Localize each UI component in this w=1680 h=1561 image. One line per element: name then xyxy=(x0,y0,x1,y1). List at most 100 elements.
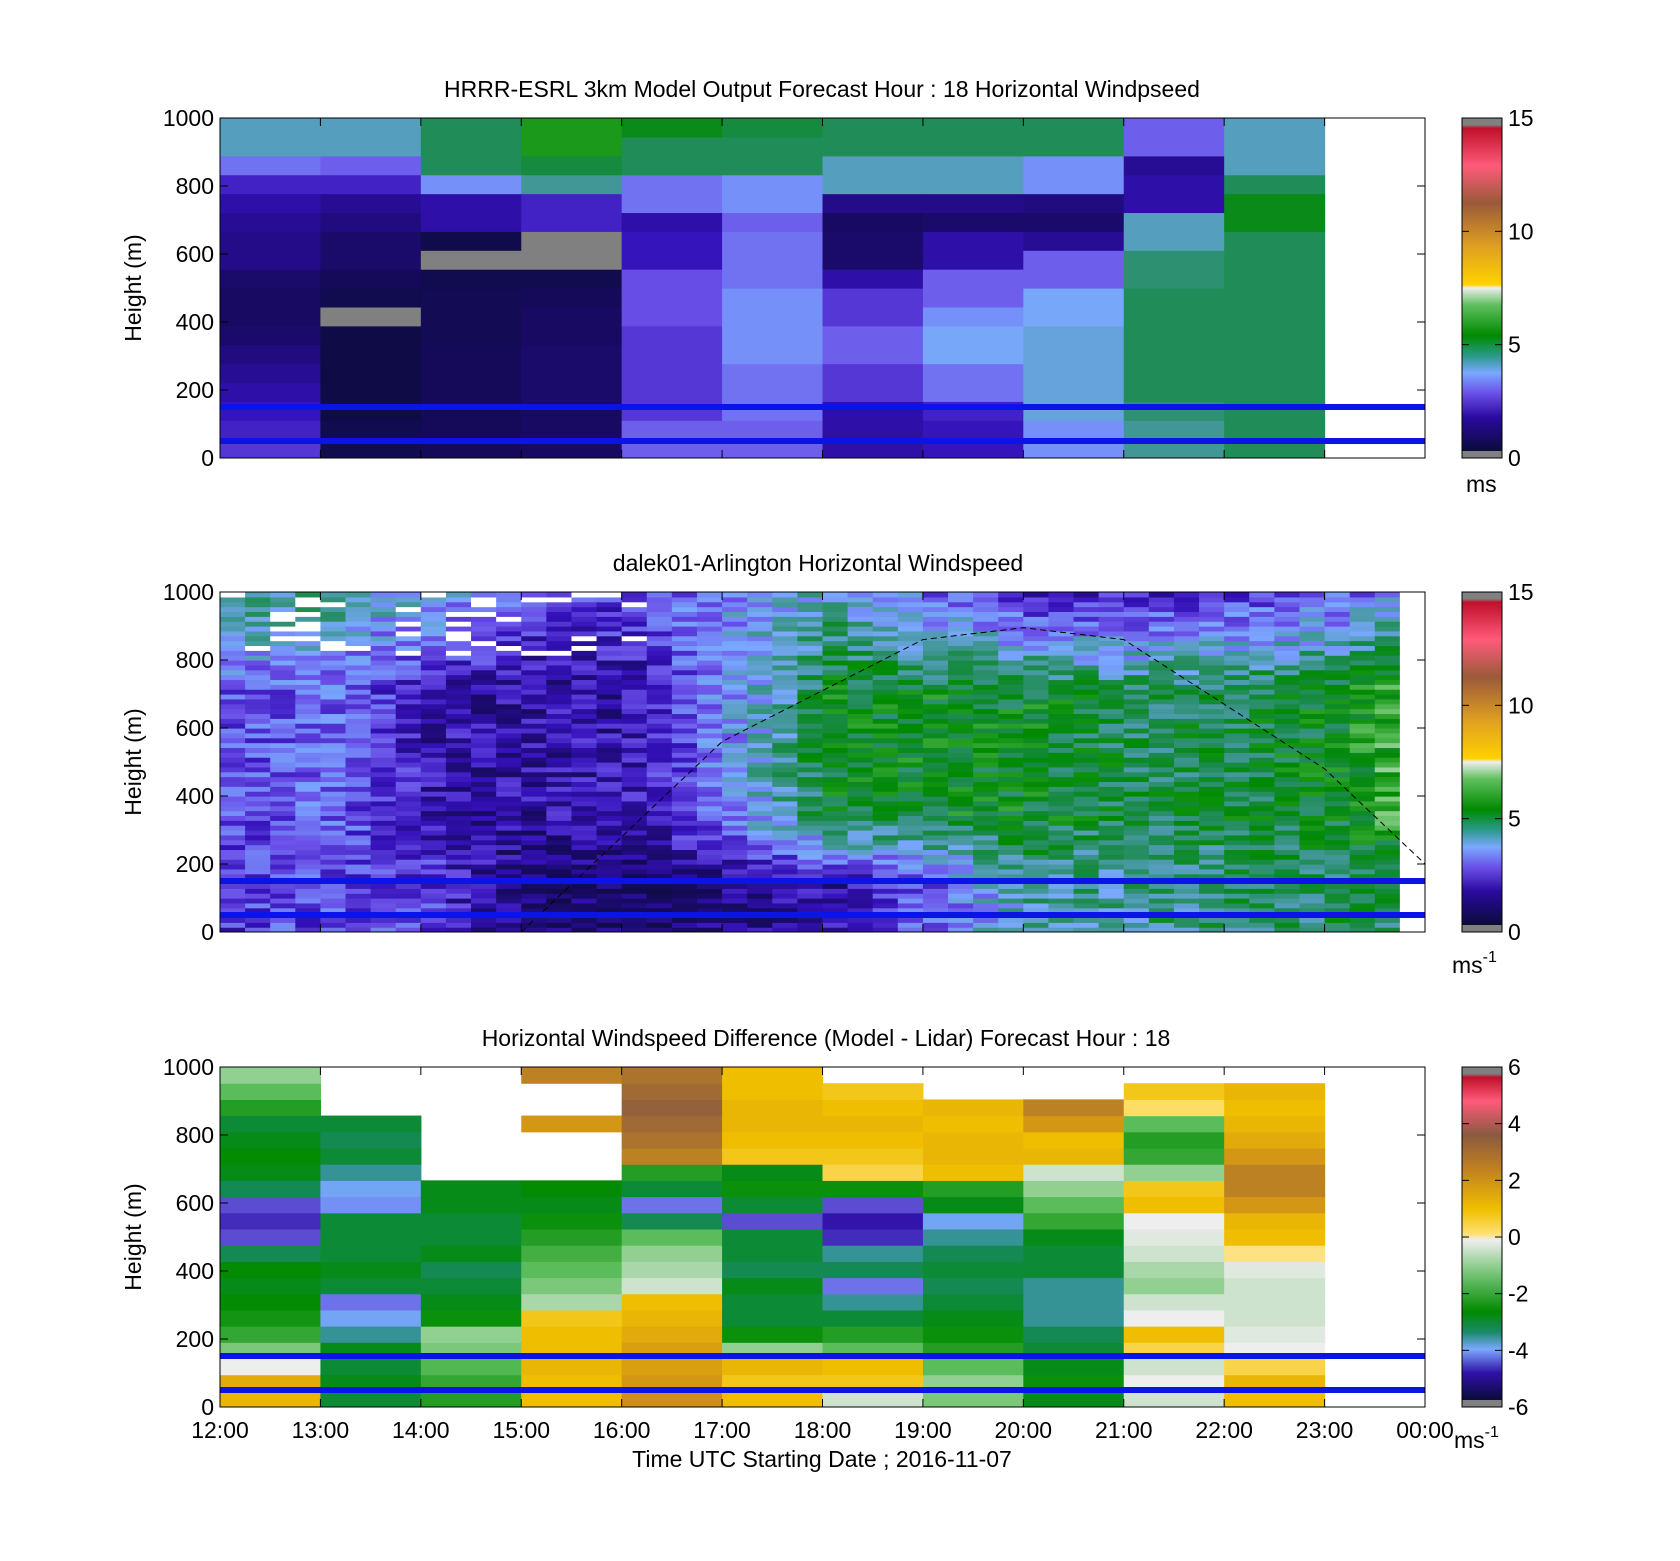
heatmap-cell xyxy=(295,800,322,807)
heatmap-cell xyxy=(1224,747,1250,753)
heatmap-cell xyxy=(420,752,447,758)
heatmap-cell xyxy=(1073,820,1100,826)
heatmap-cell xyxy=(445,703,472,710)
heatmap-cell xyxy=(1299,684,1326,690)
heatmap-cell xyxy=(521,742,547,749)
heatmap-cell xyxy=(722,747,748,753)
heatmap-cell xyxy=(1173,791,1200,797)
heatmap-cell xyxy=(1349,898,1376,904)
heatmap-cell xyxy=(847,902,874,909)
heatmap-cell xyxy=(1274,834,1301,841)
heatmap-cell xyxy=(1048,805,1075,812)
heatmap-cell xyxy=(546,689,573,695)
heatmap-cell xyxy=(471,825,497,831)
heatmap-cell xyxy=(1123,844,1150,851)
heatmap-cell xyxy=(521,708,547,715)
heatmap-cell xyxy=(245,703,271,710)
heatmap-cell xyxy=(822,611,849,617)
heatmap-cell xyxy=(998,669,1024,676)
heatmap-cell xyxy=(395,664,422,671)
heatmap-cell xyxy=(521,791,547,797)
heatmap-cell xyxy=(370,747,397,753)
heatmap-cell xyxy=(1224,1309,1326,1327)
heatmap-cell xyxy=(872,927,899,932)
heatmap-cell xyxy=(220,382,322,402)
heatmap-cell xyxy=(445,752,472,758)
heatmap-cell xyxy=(922,1180,1024,1198)
heatmap-cell xyxy=(345,630,372,637)
heatmap-cell xyxy=(1374,830,1401,836)
heatmap-cell xyxy=(1048,723,1075,729)
heatmap-cell xyxy=(1299,791,1326,797)
heatmap-cell xyxy=(1048,883,1075,889)
heatmap-cell xyxy=(897,640,924,647)
heatmap-cell xyxy=(521,839,547,846)
heatmap-cell xyxy=(1048,621,1075,627)
heatmap-cell xyxy=(1199,732,1225,739)
heatmap-cell xyxy=(621,830,648,836)
heatmap-cell xyxy=(621,640,648,647)
heatmap-cell xyxy=(420,136,522,157)
heatmap-cell xyxy=(872,902,899,909)
heatmap-cell xyxy=(220,1261,322,1279)
heatmap-cell xyxy=(1148,796,1175,802)
heatmap-cell xyxy=(1399,786,1411,792)
heatmap-cell xyxy=(496,616,522,622)
heatmap-cell xyxy=(998,902,1024,909)
heatmap-cell xyxy=(270,606,296,613)
heatmap-cell xyxy=(220,868,246,875)
heatmap-cell xyxy=(973,742,999,749)
heatmap-cell xyxy=(420,1358,522,1376)
heatmap-cell xyxy=(872,660,899,666)
heatmap-cell xyxy=(646,868,673,875)
heatmap-cell xyxy=(220,776,246,783)
heatmap-cell xyxy=(471,664,497,671)
heatmap-cell xyxy=(1173,718,1200,724)
heatmap-cell xyxy=(696,868,723,875)
heatmap-cell xyxy=(395,611,422,617)
heatmap-cell xyxy=(596,611,623,617)
heatmap-cell xyxy=(395,742,422,749)
heatmap-cell xyxy=(546,834,573,841)
heatmap-cell xyxy=(596,766,623,773)
heatmap-cell xyxy=(245,771,271,778)
heatmap-cell xyxy=(998,800,1024,807)
heatmap-cell xyxy=(345,621,372,627)
heatmap-cell xyxy=(220,689,246,695)
heatmap-cell xyxy=(1224,626,1250,632)
heatmap-cell xyxy=(220,655,246,661)
heatmap-cell xyxy=(345,834,372,841)
heatmap-cell xyxy=(772,611,798,617)
heatmap-cell xyxy=(1224,902,1250,909)
heatmap-cell xyxy=(1299,830,1326,836)
heatmap-cell xyxy=(922,269,1024,289)
heatmap-cell xyxy=(722,1196,824,1214)
heatmap-cell xyxy=(998,825,1024,831)
heatmap-cell xyxy=(1249,805,1275,812)
heatmap-cell xyxy=(696,698,723,705)
colorbar-tick-label: 4 xyxy=(1508,1111,1521,1137)
heatmap-cell xyxy=(220,650,246,656)
heatmap-cell xyxy=(546,640,573,647)
heatmap-cell xyxy=(621,1180,723,1198)
heatmap-cell xyxy=(370,791,397,797)
heatmap-cell xyxy=(747,611,773,617)
heatmap-cell xyxy=(1299,757,1326,763)
heatmap-cell xyxy=(747,800,773,807)
heatmap-cell xyxy=(747,616,773,622)
heatmap-cell xyxy=(1173,713,1200,719)
heatmap-cell xyxy=(270,728,296,734)
heatmap-cell xyxy=(1299,742,1326,749)
heatmap-cell xyxy=(471,864,497,870)
heatmap-cell xyxy=(270,713,296,719)
heatmap-cell xyxy=(1148,825,1175,831)
heatmap-cell xyxy=(245,713,271,719)
heatmap-cell xyxy=(747,718,773,724)
heatmap-cell xyxy=(245,825,271,831)
heatmap-cell xyxy=(747,621,773,627)
heatmap-cell xyxy=(420,781,447,787)
heatmap-cell xyxy=(621,815,648,821)
y-tick-label: 0 xyxy=(201,445,214,471)
heatmap-cell xyxy=(320,155,422,176)
panel-difference-xlabel: Time UTC Starting Date ; 2016-11-07 xyxy=(632,1446,1012,1472)
